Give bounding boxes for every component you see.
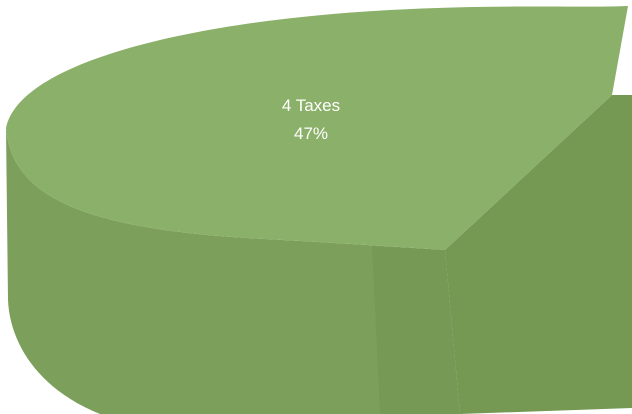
slice-name-label: 4 Taxes [282, 96, 340, 115]
slice-top-face [6, 6, 628, 250]
slice-front-wall [6, 128, 460, 414]
slice-value-label: 47% [294, 124, 328, 143]
slice-shading [372, 246, 460, 414]
slice-inner-face [445, 95, 632, 414]
